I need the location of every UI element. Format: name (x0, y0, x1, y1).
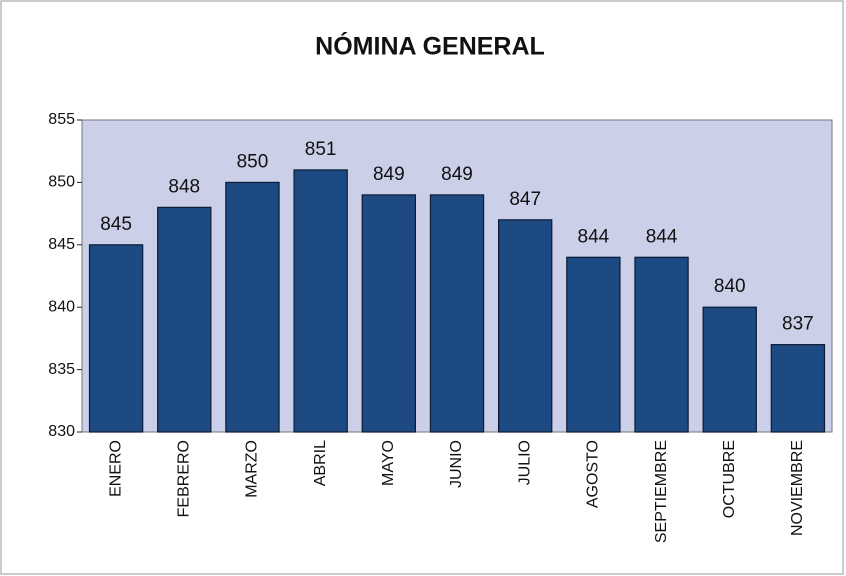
y-tick-label: 835 (48, 361, 75, 378)
data-label: 850 (237, 151, 269, 172)
bar (361, 194, 417, 433)
y-tick-label: 850 (48, 174, 75, 191)
x-tick-label: FEBRERO (175, 440, 192, 517)
x-tick-label: JULIO (516, 440, 533, 485)
data-label: 840 (714, 276, 746, 297)
bar (429, 194, 485, 433)
x-tick-label: NOVIEMBRE (789, 440, 806, 536)
x-tick-label: ABRIL (312, 440, 329, 486)
x-tick-label: SEPTIEMBRE (653, 440, 670, 543)
x-tick-label: ENERO (107, 440, 124, 497)
bar (634, 256, 689, 433)
bar (566, 256, 621, 433)
y-tick-label: 830 (48, 423, 75, 440)
data-label: 837 (782, 314, 814, 335)
data-label: 847 (509, 189, 541, 210)
bar (497, 219, 553, 433)
x-tick-label: OCTUBRE (721, 440, 738, 518)
data-label: 849 (441, 164, 473, 185)
x-tick-label: MAYO (380, 440, 397, 486)
data-label: 844 (646, 226, 678, 247)
y-tick-label: 840 (48, 298, 75, 315)
x-tick-label: AGOSTO (585, 440, 602, 508)
data-label: 851 (305, 139, 337, 160)
chart-title: NÓMINA GENERAL (315, 31, 545, 61)
y-tick-label: 855 (48, 111, 75, 128)
y-tick-label: 845 (48, 236, 75, 253)
bar (225, 181, 280, 433)
x-tick-label: MARZO (244, 440, 261, 498)
data-label: 844 (578, 226, 610, 247)
data-label: 849 (373, 164, 405, 185)
bar (157, 206, 212, 433)
bar (770, 344, 826, 433)
data-label: 845 (100, 214, 132, 235)
data-label: 848 (168, 176, 200, 197)
bar (88, 244, 144, 433)
bar (293, 169, 348, 433)
x-tick-label: JUNIO (448, 440, 465, 488)
bar (702, 306, 757, 433)
